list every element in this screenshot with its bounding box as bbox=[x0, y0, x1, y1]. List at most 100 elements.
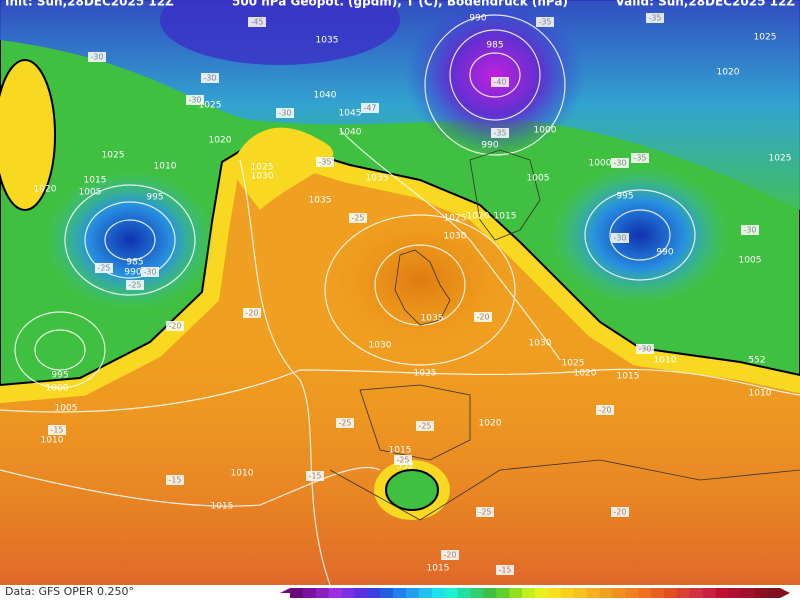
pressure-label: 1025 bbox=[444, 214, 467, 224]
color-bar-cell bbox=[702, 588, 716, 598]
pressure-label: 1005 bbox=[55, 404, 78, 414]
temperature-label-bg bbox=[88, 52, 106, 62]
temperature-label-bg bbox=[474, 312, 492, 322]
pressure-label: 1035 bbox=[421, 314, 444, 324]
pressure-label: 1035 bbox=[316, 36, 339, 46]
temperature-label-bg bbox=[361, 103, 379, 113]
temperature-label: -35 bbox=[493, 129, 506, 138]
temperature-label: -30 bbox=[638, 345, 651, 354]
pressure-label: 1030 bbox=[251, 172, 274, 182]
temperature-label: -30 bbox=[613, 234, 626, 243]
color-bar-cell bbox=[367, 588, 381, 598]
temperature-label: -30 bbox=[188, 96, 201, 105]
temperature-label: -15 bbox=[498, 566, 511, 575]
temperature-label: -25 bbox=[478, 508, 491, 517]
color-bar-cell bbox=[406, 588, 420, 598]
pressure-label: 1010 bbox=[654, 356, 677, 366]
pressure-label: 995 bbox=[51, 371, 68, 381]
pressure-label: 990 bbox=[481, 141, 498, 151]
temperature-label-bg bbox=[496, 565, 514, 575]
color-bar-cell bbox=[302, 588, 317, 598]
pressure-label: 1025 bbox=[769, 154, 792, 164]
pressure-label: 1025 bbox=[414, 369, 437, 379]
pressure-label: 1025 bbox=[251, 163, 274, 173]
pressure-label: 990 bbox=[469, 14, 486, 24]
color-bar-cell bbox=[638, 588, 652, 598]
temperature-label-bg bbox=[491, 128, 509, 138]
temperature-label-bg bbox=[416, 421, 434, 431]
valid-text: Valid: Sun,28DEC2025 12Z bbox=[616, 0, 796, 9]
temperature-label: -20 bbox=[598, 406, 611, 415]
color-bar-cell bbox=[290, 588, 304, 598]
pressure-label: 552 bbox=[396, 462, 413, 472]
temperature-label: -30 bbox=[143, 268, 156, 277]
color-bar-cell bbox=[612, 588, 626, 598]
pressure-label: 1015 bbox=[389, 446, 412, 456]
temperature-label-bg bbox=[536, 17, 554, 27]
pressure-label: 995 bbox=[616, 192, 633, 202]
pressure-label: 1010 bbox=[231, 469, 254, 479]
temperature-label: -30 bbox=[90, 53, 103, 62]
temperature-label: -35 bbox=[538, 18, 551, 27]
color-bar bbox=[280, 588, 790, 598]
pressure-label: 1020 bbox=[717, 68, 740, 78]
temperature-label-bg bbox=[141, 267, 159, 277]
pressure-label: 1025 bbox=[102, 151, 125, 161]
temperature-label-bg bbox=[243, 308, 261, 318]
temperature-label-bg bbox=[248, 17, 266, 27]
pressure-label: 1025 bbox=[199, 101, 222, 111]
pressure-label: 1045 bbox=[339, 109, 362, 119]
temperature-label-bg bbox=[476, 507, 494, 517]
init-text: Init: Sun,28DEC2025 12Z bbox=[5, 0, 174, 9]
temperature-label-bg bbox=[631, 153, 649, 163]
isobars bbox=[0, 14, 800, 586]
color-bar-cell bbox=[573, 588, 587, 598]
pressure-label: 1035 bbox=[309, 196, 332, 206]
temperature-label-bg bbox=[596, 405, 614, 415]
temperature-label: -25 bbox=[128, 281, 141, 290]
color-bar-cell bbox=[651, 588, 665, 598]
temperature-label: -25 bbox=[338, 419, 351, 428]
temperature-label: -20 bbox=[613, 508, 626, 517]
temperature-label-bg bbox=[186, 95, 204, 105]
pressure-label: 1020 bbox=[34, 185, 57, 195]
temperature-label-bg bbox=[48, 425, 66, 435]
temperature-label-bg bbox=[166, 475, 184, 485]
color-bar-cell bbox=[754, 588, 768, 598]
temperature-label: -30 bbox=[278, 109, 291, 118]
temperature-label-bg bbox=[611, 158, 629, 168]
temperature-label: -35 bbox=[318, 158, 331, 167]
temperature-label-bg bbox=[636, 344, 654, 354]
pressure-label: 1015 bbox=[211, 502, 234, 512]
pressure-label: 1020 bbox=[209, 136, 232, 146]
pressure-label: 1015 bbox=[84, 176, 107, 186]
pressure-label: 552 bbox=[748, 356, 765, 366]
pressure-label: 1005 bbox=[79, 188, 102, 198]
color-bar-cell bbox=[663, 588, 678, 598]
pressure-label: 1015 bbox=[427, 564, 450, 574]
pressure-label: 1010 bbox=[154, 162, 177, 172]
temperature-label: -25 bbox=[418, 422, 431, 431]
color-bar-cell bbox=[509, 588, 523, 598]
temperature-label-bg bbox=[646, 13, 664, 23]
pressure-label: 1005 bbox=[739, 256, 762, 266]
pressure-label: 1010 bbox=[41, 436, 64, 446]
temperature-label: -20 bbox=[168, 322, 181, 331]
color-bar-cell bbox=[547, 588, 562, 598]
pressure-label: 1030 bbox=[369, 341, 392, 351]
temperature-label: -15 bbox=[308, 472, 321, 481]
color-bar-cell bbox=[470, 588, 484, 598]
pressure-label: 990 bbox=[656, 248, 673, 258]
temperature-label-bg bbox=[126, 280, 144, 290]
pressure-label: 1030 bbox=[529, 339, 552, 349]
pressure-label: 995 bbox=[146, 193, 163, 203]
temperature-label-bg bbox=[441, 550, 459, 560]
color-bar-arrow bbox=[280, 588, 290, 598]
map-field bbox=[0, 0, 800, 585]
color-bar-cell bbox=[522, 588, 536, 598]
temperature-label: -20 bbox=[443, 551, 456, 560]
pressure-label: 1025 bbox=[562, 359, 585, 369]
temperature-label: -35 bbox=[633, 154, 646, 163]
temperature-label-bg bbox=[276, 108, 294, 118]
color-bar-cell bbox=[444, 588, 458, 598]
